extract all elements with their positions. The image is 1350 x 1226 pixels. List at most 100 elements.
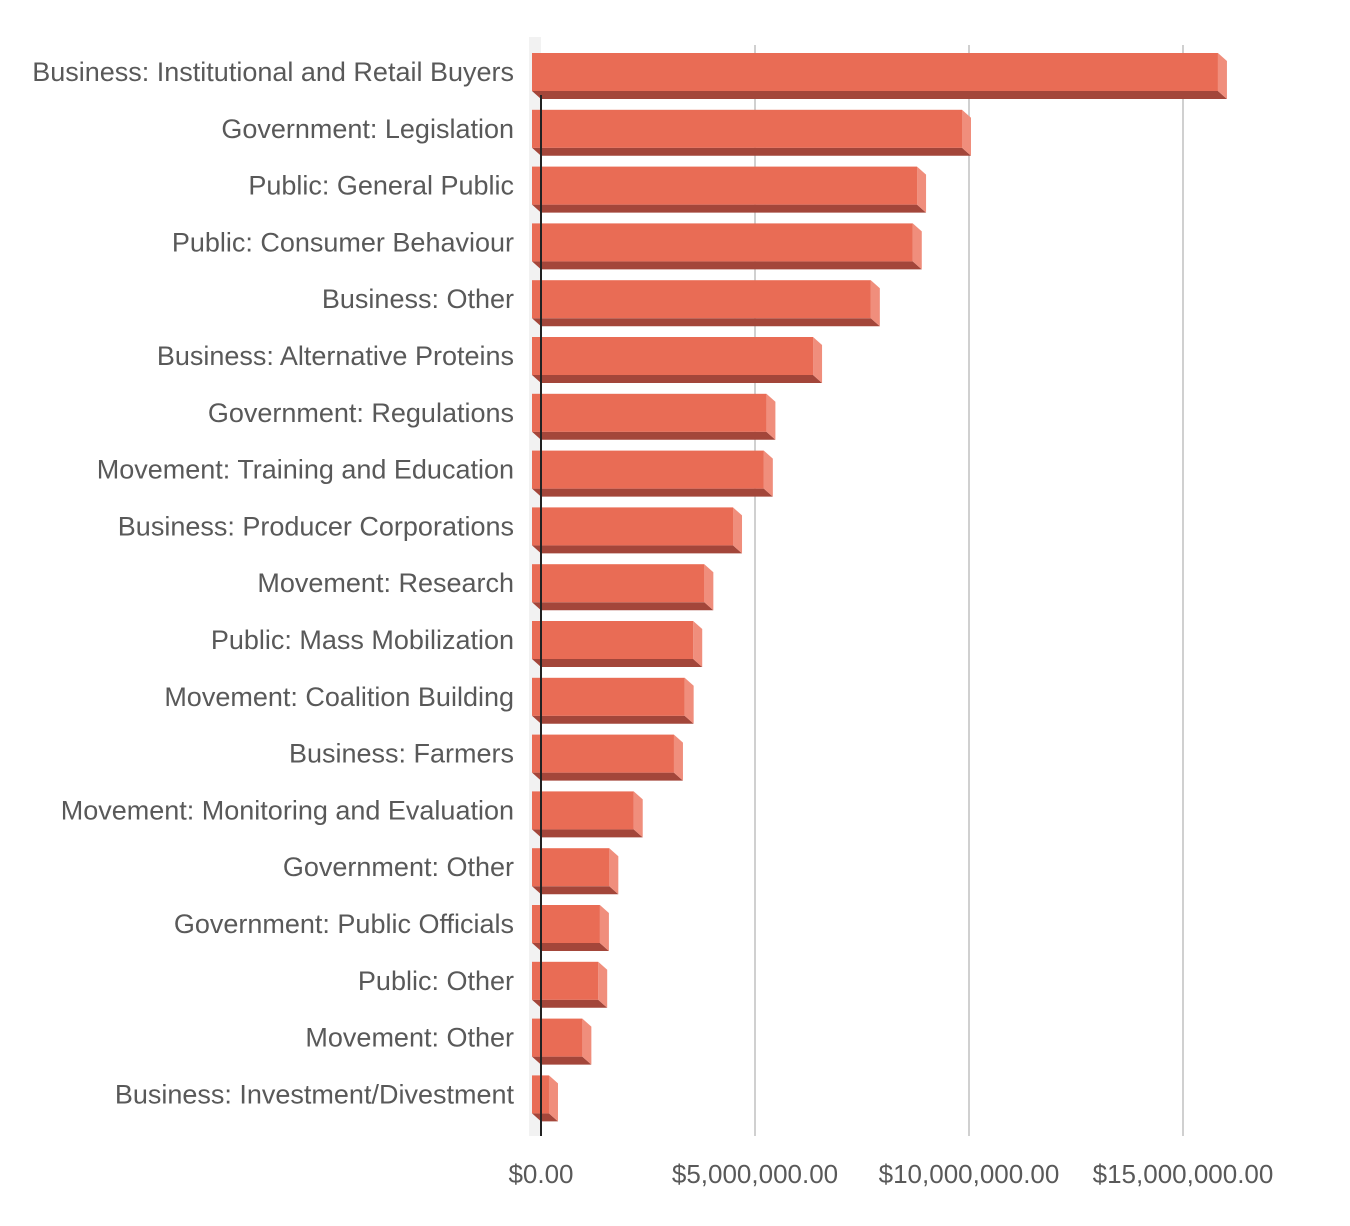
bar-bottom-face (532, 659, 703, 667)
bar-front-face (532, 393, 767, 432)
bar (532, 734, 683, 781)
category-label: Public: Consumer Behaviour (172, 227, 514, 257)
category-label: Business: Other (322, 284, 514, 314)
category-label: Government: Legislation (221, 114, 514, 144)
bar-side-face (962, 109, 971, 156)
bar-bottom-face (532, 318, 880, 327)
bar (532, 450, 773, 497)
bar (532, 507, 743, 554)
bar (532, 109, 971, 156)
bar-side-face (1217, 53, 1227, 99)
bar-front-face (532, 507, 734, 546)
bar-front-face (532, 337, 814, 375)
x-tick-label: $5,000,000.00 (672, 1159, 838, 1189)
bar-side-face (763, 450, 773, 497)
bar-front-face (532, 564, 705, 603)
bar-front-face (532, 677, 685, 716)
bar-bottom-face (532, 261, 922, 270)
bar-side-face (704, 564, 714, 611)
bar-front-face (532, 905, 600, 943)
category-label: Government: Other (283, 852, 514, 882)
bar-bottom-face (532, 772, 683, 781)
category-label: Movement: Coalition Building (164, 682, 514, 712)
tick-labels: $0.00 $5,000,000.00 $10,000,000.00 $15,000,… (508, 1159, 1273, 1189)
bar-bottom-face (532, 488, 773, 497)
bar-side-face (673, 734, 683, 781)
category-label: Movement: Research (257, 568, 514, 598)
bar-bottom-face (532, 204, 927, 213)
bar (532, 791, 643, 838)
bar (532, 1075, 558, 1122)
bar-bottom-face (532, 1056, 592, 1065)
bar-bottom-face (532, 602, 714, 611)
bar-front-face (532, 848, 610, 887)
bar-front-face (532, 53, 1218, 91)
bar (532, 961, 608, 1008)
category-label: Government: Public Officials (174, 909, 514, 939)
bar-side-face (813, 337, 823, 383)
bar-front-face (532, 166, 918, 205)
bar-bottom-face (532, 1113, 558, 1122)
category-label: Business: Institutional and Retail Buyer… (32, 57, 514, 87)
bar-bottom-face (532, 375, 823, 383)
category-label: Movement: Monitoring and Evaluation (61, 795, 514, 825)
bar-front-face (532, 791, 634, 830)
bar-side-face (582, 1018, 592, 1065)
bar-front-face (532, 961, 599, 1000)
bar-bottom-face (532, 886, 619, 895)
bar-side-face (733, 507, 743, 554)
bar-bottom-face (532, 999, 608, 1008)
bar-front-face (532, 280, 871, 319)
bar-side-face (693, 621, 703, 667)
category-labels: Business: Institutional and Retail Buyer… (32, 57, 514, 1109)
bar-bottom-face (532, 715, 694, 724)
category-label: Business: Producer Corporations (118, 511, 514, 541)
bar-bottom-face (532, 943, 609, 951)
bar-side-face (548, 1075, 558, 1122)
bar (532, 564, 714, 611)
x-tick-label: $15,000,000.00 (1093, 1159, 1274, 1189)
bar (532, 53, 1227, 99)
category-label: Movement: Training and Education (97, 455, 514, 485)
bar-side-face (912, 223, 922, 270)
category-label: Public: General Public (248, 171, 514, 201)
category-label: Government: Regulations (208, 398, 514, 428)
bar-front-face (532, 109, 962, 148)
bar-front-face (532, 1018, 583, 1057)
category-label: Public: Mass Mobilization (211, 625, 514, 655)
bar-side-face (766, 393, 776, 440)
bar-side-face (633, 791, 643, 838)
category-label: Business: Investment/Divestment (115, 1079, 515, 1109)
bar-bottom-face (532, 91, 1227, 99)
bars (532, 53, 1227, 1122)
bar (532, 393, 776, 440)
bar (532, 677, 694, 724)
bar-side-face (598, 961, 608, 1008)
bar (532, 621, 703, 667)
bar-front-face (532, 450, 764, 489)
bar-bottom-face (532, 431, 776, 440)
category-label: Business: Farmers (289, 739, 514, 769)
bar-front-face (532, 621, 694, 659)
bar (532, 337, 823, 383)
category-label: Business: Alternative Proteins (157, 341, 514, 371)
bar-side-face (684, 677, 694, 724)
bar-front-face (532, 223, 913, 262)
category-label: Movement: Other (305, 1023, 514, 1053)
bar (532, 166, 927, 213)
bar-side-face (599, 905, 609, 951)
bar (532, 848, 619, 895)
bar (532, 280, 880, 327)
category-label: Public: Other (358, 966, 514, 996)
bar (532, 905, 609, 951)
bar-side-face (609, 848, 619, 895)
x-tick-label: $0.00 (508, 1159, 573, 1189)
bar-bottom-face (532, 829, 643, 838)
bar-bottom-face (532, 545, 743, 554)
bar-front-face (532, 734, 674, 773)
x-tick-label: $10,000,000.00 (879, 1159, 1060, 1189)
bar (532, 223, 922, 270)
bar-side-face (870, 280, 880, 327)
